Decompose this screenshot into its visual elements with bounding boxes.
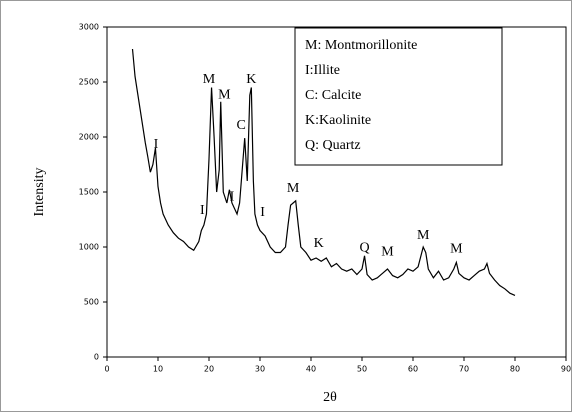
peak-label: M [287,181,300,196]
x-tick-label: 20 [204,365,214,374]
peak-label: K [246,72,256,87]
peak-label: I [154,137,159,152]
y-tick-label: 2000 [79,133,99,142]
data-line [131,48,516,296]
x-tick-label: 30 [255,365,265,374]
key-entry: M: Montmorillonite [305,38,417,53]
y-tick-label: 500 [84,298,99,307]
key-entry: C: Calcite [305,88,361,103]
x-tick-label: 0 [104,365,109,374]
y-axis-label: Intensity [32,168,47,217]
peak-label: Q [359,240,369,255]
peak-label: M [417,228,430,243]
x-tick-label: 90 [561,365,571,374]
key-box [294,27,503,166]
key-entry: K:Kaolinite [305,113,371,128]
x-tick-label: 70 [459,365,469,374]
y-tick-label: 0 [94,353,99,362]
peak-label: I [200,203,205,218]
peak-label: C [236,118,245,133]
y-tick-label: 1000 [79,243,99,252]
key-entry: Q: Quartz [305,138,361,153]
x-tick-label: 40 [306,365,316,374]
y-tick-label: 1500 [79,188,99,197]
x-tick-label: 80 [510,365,520,374]
y-tick-label: 2500 [79,78,99,87]
x-tick-label: 10 [153,365,163,374]
peak-label: M [381,245,394,260]
peak-label: M [218,87,231,102]
peak-label: I [230,190,235,205]
peak-label: M [450,241,463,256]
peak-label: K [314,236,324,251]
x-tick-label: 60 [408,365,418,374]
x-axis-label: 2θ [323,390,337,405]
x-tick-label: 50 [357,365,367,374]
key-entry: I:Illite [305,63,340,78]
peak-label: I [260,205,265,220]
peak-label: M [203,72,216,87]
y-tick-label: 3000 [79,23,99,32]
